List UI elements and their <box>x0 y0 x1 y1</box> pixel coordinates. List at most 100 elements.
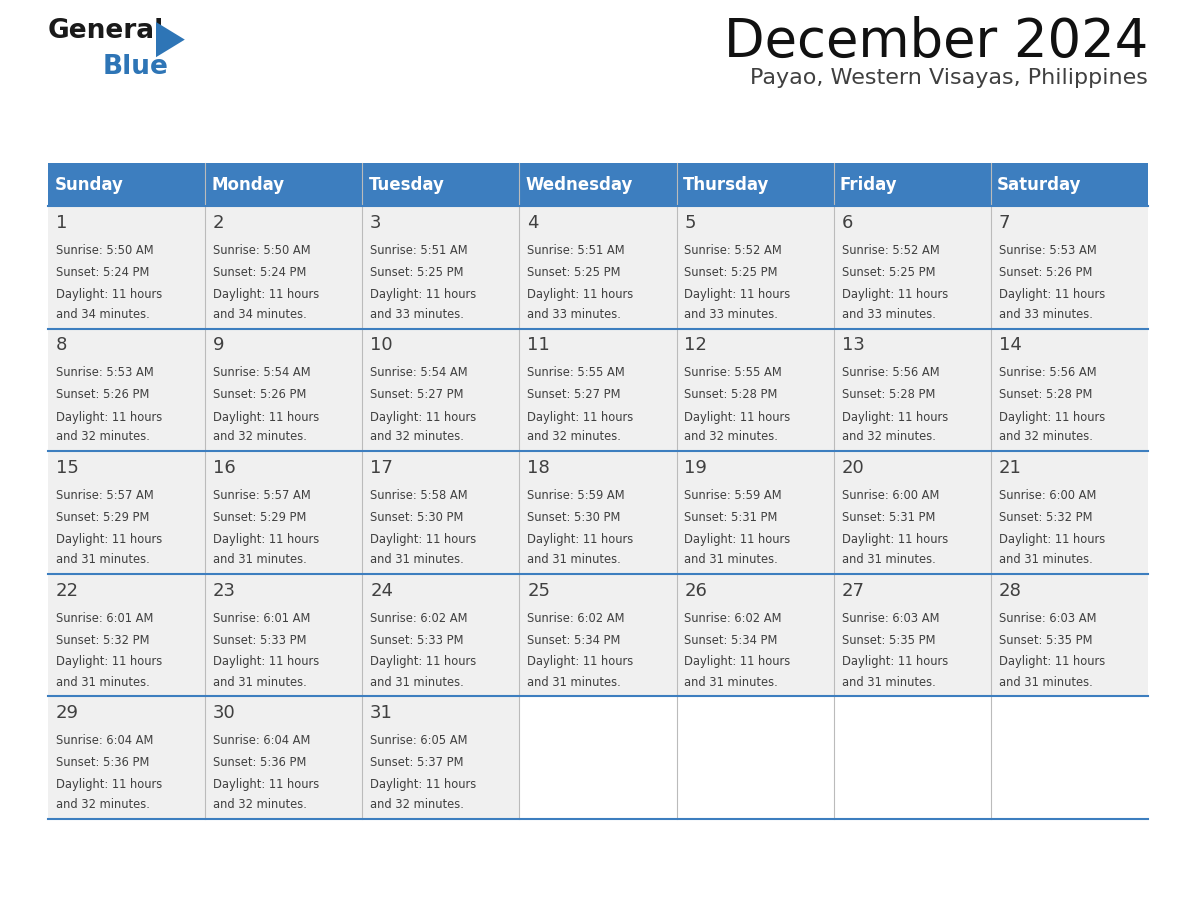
Text: Sunset: 5:37 PM: Sunset: 5:37 PM <box>371 756 463 769</box>
Text: Daylight: 11 hours: Daylight: 11 hours <box>213 778 320 791</box>
Text: 1: 1 <box>56 214 68 232</box>
Text: Daylight: 11 hours: Daylight: 11 hours <box>213 655 320 668</box>
Text: and 32 minutes.: and 32 minutes. <box>371 798 465 811</box>
Text: 3: 3 <box>371 214 381 232</box>
Text: Sunrise: 6:02 AM: Sunrise: 6:02 AM <box>527 611 625 624</box>
Text: and 31 minutes.: and 31 minutes. <box>841 676 935 688</box>
Text: Daylight: 11 hours: Daylight: 11 hours <box>999 533 1105 546</box>
Text: Sunrise: 5:51 AM: Sunrise: 5:51 AM <box>527 244 625 257</box>
Text: and 33 minutes.: and 33 minutes. <box>371 308 465 321</box>
Text: 5: 5 <box>684 214 696 232</box>
Text: and 31 minutes.: and 31 minutes. <box>527 553 621 566</box>
Text: Monday: Monday <box>211 175 285 194</box>
Text: Sunrise: 5:56 AM: Sunrise: 5:56 AM <box>841 366 940 379</box>
Text: Sunset: 5:26 PM: Sunset: 5:26 PM <box>999 266 1092 279</box>
Text: 28: 28 <box>999 581 1022 599</box>
Text: 13: 13 <box>841 337 865 354</box>
Text: Sunrise: 5:58 AM: Sunrise: 5:58 AM <box>371 489 468 502</box>
Text: Daylight: 11 hours: Daylight: 11 hours <box>684 655 791 668</box>
Text: Daylight: 11 hours: Daylight: 11 hours <box>999 655 1105 668</box>
Text: Sunset: 5:24 PM: Sunset: 5:24 PM <box>56 266 150 279</box>
Text: Daylight: 11 hours: Daylight: 11 hours <box>841 655 948 668</box>
Text: Sunrise: 5:51 AM: Sunrise: 5:51 AM <box>371 244 468 257</box>
Text: Sunset: 5:34 PM: Sunset: 5:34 PM <box>684 633 778 646</box>
Text: Sunset: 5:24 PM: Sunset: 5:24 PM <box>213 266 307 279</box>
Text: and 33 minutes.: and 33 minutes. <box>527 308 621 321</box>
Text: 18: 18 <box>527 459 550 477</box>
Bar <box>677 696 834 819</box>
Text: and 31 minutes.: and 31 minutes. <box>999 676 1093 688</box>
Text: Sunset: 5:29 PM: Sunset: 5:29 PM <box>56 511 150 524</box>
Text: 7: 7 <box>999 214 1010 232</box>
Text: Daylight: 11 hours: Daylight: 11 hours <box>371 410 476 423</box>
Text: Daylight: 11 hours: Daylight: 11 hours <box>56 778 162 791</box>
Text: and 33 minutes.: and 33 minutes. <box>684 308 778 321</box>
Text: and 31 minutes.: and 31 minutes. <box>841 553 935 566</box>
Text: and 31 minutes.: and 31 minutes. <box>684 553 778 566</box>
Text: and 33 minutes.: and 33 minutes. <box>841 308 935 321</box>
Bar <box>48 206 1148 329</box>
Text: Thursday: Thursday <box>683 175 770 194</box>
Text: Sunset: 5:27 PM: Sunset: 5:27 PM <box>527 388 621 401</box>
Text: Sunrise: 5:55 AM: Sunrise: 5:55 AM <box>684 366 782 379</box>
Text: Daylight: 11 hours: Daylight: 11 hours <box>527 533 633 546</box>
Text: Daylight: 11 hours: Daylight: 11 hours <box>684 533 791 546</box>
Text: Sunrise: 5:59 AM: Sunrise: 5:59 AM <box>684 489 782 502</box>
Text: Sunrise: 6:04 AM: Sunrise: 6:04 AM <box>56 734 153 747</box>
Text: 4: 4 <box>527 214 539 232</box>
Text: 19: 19 <box>684 459 707 477</box>
Text: Sunset: 5:29 PM: Sunset: 5:29 PM <box>213 511 307 524</box>
Text: and 31 minutes.: and 31 minutes. <box>213 553 307 566</box>
Text: Sunrise: 6:02 AM: Sunrise: 6:02 AM <box>684 611 782 624</box>
Text: 25: 25 <box>527 581 550 599</box>
Text: December 2024: December 2024 <box>723 16 1148 68</box>
Text: Saturday: Saturday <box>997 175 1081 194</box>
Text: Sunrise: 5:57 AM: Sunrise: 5:57 AM <box>213 489 311 502</box>
Text: Daylight: 11 hours: Daylight: 11 hours <box>999 288 1105 301</box>
Text: and 32 minutes.: and 32 minutes. <box>213 431 307 443</box>
Text: Sunrise: 5:54 AM: Sunrise: 5:54 AM <box>213 366 310 379</box>
Text: 29: 29 <box>56 704 78 722</box>
Text: and 34 minutes.: and 34 minutes. <box>213 308 307 321</box>
Text: Sunrise: 6:00 AM: Sunrise: 6:00 AM <box>999 489 1097 502</box>
Text: Sunset: 5:33 PM: Sunset: 5:33 PM <box>371 633 463 646</box>
Bar <box>48 451 1148 574</box>
Text: Daylight: 11 hours: Daylight: 11 hours <box>56 533 162 546</box>
Text: Sunrise: 6:04 AM: Sunrise: 6:04 AM <box>213 734 310 747</box>
Bar <box>991 696 1148 819</box>
Text: General: General <box>48 18 164 44</box>
Text: and 31 minutes.: and 31 minutes. <box>999 553 1093 566</box>
Text: Sunset: 5:36 PM: Sunset: 5:36 PM <box>213 756 307 769</box>
Text: Sunday: Sunday <box>55 175 124 194</box>
Text: and 32 minutes.: and 32 minutes. <box>213 798 307 811</box>
Text: Sunrise: 5:55 AM: Sunrise: 5:55 AM <box>527 366 625 379</box>
Text: Sunrise: 5:53 AM: Sunrise: 5:53 AM <box>56 366 153 379</box>
Text: and 32 minutes.: and 32 minutes. <box>527 431 621 443</box>
Text: Sunrise: 6:00 AM: Sunrise: 6:00 AM <box>841 489 939 502</box>
Text: Daylight: 11 hours: Daylight: 11 hours <box>213 533 320 546</box>
Text: Sunrise: 6:03 AM: Sunrise: 6:03 AM <box>999 611 1097 624</box>
Text: Sunrise: 5:50 AM: Sunrise: 5:50 AM <box>56 244 153 257</box>
Text: Sunset: 5:26 PM: Sunset: 5:26 PM <box>213 388 307 401</box>
Text: Sunset: 5:34 PM: Sunset: 5:34 PM <box>527 633 620 646</box>
Text: Daylight: 11 hours: Daylight: 11 hours <box>684 288 791 301</box>
Text: Daylight: 11 hours: Daylight: 11 hours <box>213 288 320 301</box>
Text: Daylight: 11 hours: Daylight: 11 hours <box>371 778 476 791</box>
Text: Daylight: 11 hours: Daylight: 11 hours <box>527 288 633 301</box>
Text: 22: 22 <box>56 581 78 599</box>
Bar <box>48 163 1148 206</box>
Bar <box>519 696 677 819</box>
Text: Sunset: 5:26 PM: Sunset: 5:26 PM <box>56 388 150 401</box>
Text: Daylight: 11 hours: Daylight: 11 hours <box>56 288 162 301</box>
Text: 24: 24 <box>371 581 393 599</box>
Text: Sunrise: 5:52 AM: Sunrise: 5:52 AM <box>684 244 782 257</box>
Text: Sunrise: 6:05 AM: Sunrise: 6:05 AM <box>371 734 468 747</box>
Text: 2: 2 <box>213 214 225 232</box>
Text: Sunset: 5:36 PM: Sunset: 5:36 PM <box>56 756 150 769</box>
Text: Sunset: 5:25 PM: Sunset: 5:25 PM <box>527 266 621 279</box>
Text: Daylight: 11 hours: Daylight: 11 hours <box>527 655 633 668</box>
Text: Daylight: 11 hours: Daylight: 11 hours <box>527 410 633 423</box>
Bar <box>48 329 1148 451</box>
Text: Daylight: 11 hours: Daylight: 11 hours <box>841 288 948 301</box>
Text: 20: 20 <box>841 459 865 477</box>
